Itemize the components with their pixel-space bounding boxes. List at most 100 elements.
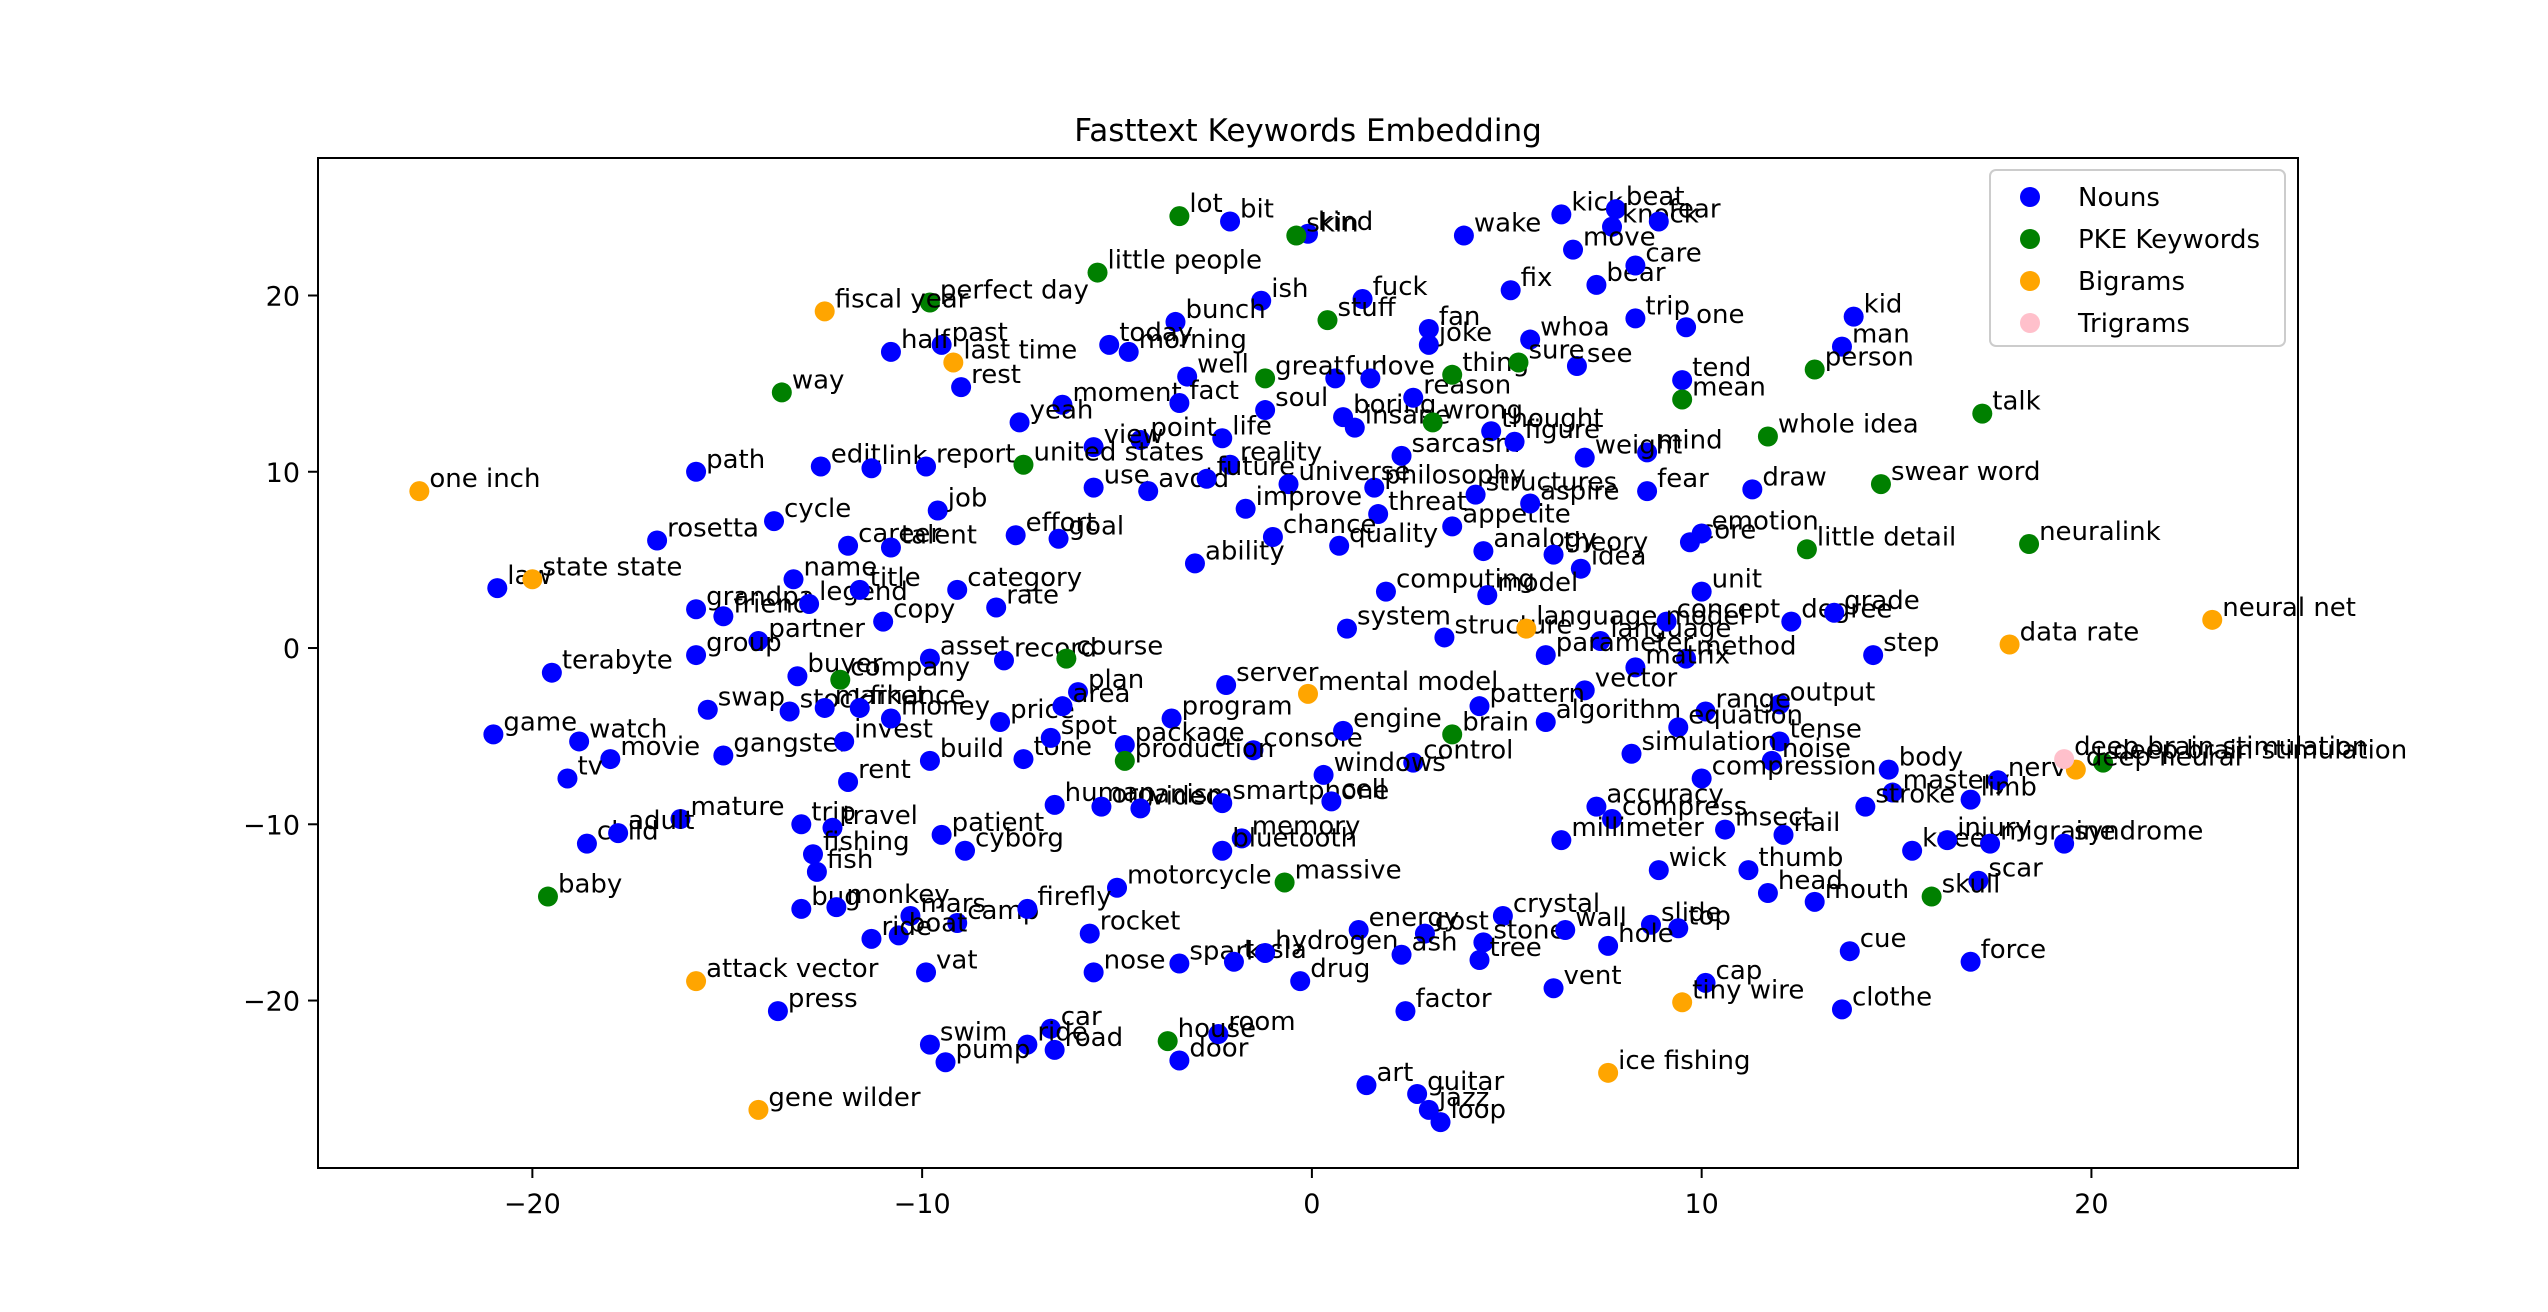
data-point <box>1668 717 1689 738</box>
data-point <box>600 749 621 770</box>
data-point <box>1921 886 1942 907</box>
point-label: movie <box>620 732 700 762</box>
data-point <box>409 481 430 502</box>
data-point <box>1863 645 1884 666</box>
data-point <box>1286 225 1307 246</box>
point-label: press <box>788 984 858 1014</box>
data-point <box>947 579 968 600</box>
point-label: video <box>1150 781 1221 811</box>
data-point <box>787 666 808 687</box>
data-point <box>1333 720 1354 741</box>
data-point <box>931 824 952 845</box>
data-point <box>1598 935 1619 956</box>
point-label: love <box>1380 351 1435 381</box>
data-point <box>1602 808 1623 829</box>
data-point <box>1348 920 1369 941</box>
legend-label: Trigrams <box>2077 309 2190 339</box>
data-point <box>557 768 578 789</box>
data-point <box>1574 447 1595 468</box>
point-label: gene wilder <box>768 1083 920 1113</box>
chart-title: Fasttext Keywords Embedding <box>1074 113 1542 149</box>
x-tick-label: −20 <box>504 1189 561 1220</box>
point-label: cell <box>1341 774 1386 804</box>
data-point <box>1220 211 1241 232</box>
point-label: ash <box>1412 928 1458 958</box>
point-label: output <box>1790 677 1876 707</box>
data-point <box>791 898 812 919</box>
point-label: noise <box>1782 734 1851 764</box>
data-point <box>1368 504 1389 525</box>
data-point <box>1870 474 1891 495</box>
data-point <box>1138 481 1159 502</box>
data-point <box>927 500 948 521</box>
data-point <box>1216 675 1237 696</box>
data-point <box>1044 1039 1065 1060</box>
data-point <box>1831 999 1852 1020</box>
point-label: travel <box>842 801 917 831</box>
point-label: matrix <box>1645 640 1730 670</box>
point-label: aspire <box>1540 476 1619 506</box>
point-label: mental model <box>1318 667 1498 697</box>
point-label: skin <box>1306 209 1358 239</box>
point-label: art <box>1376 1058 1413 1088</box>
point-label: terabyte <box>562 646 673 676</box>
point-label: thumb <box>1758 843 1843 873</box>
data-point <box>1980 833 2001 854</box>
point-label: reason <box>1423 371 1511 401</box>
data-point <box>1013 749 1034 770</box>
point-label: smartphone <box>1232 776 1389 806</box>
data-point <box>1598 1062 1619 1083</box>
data-point <box>1091 796 1112 817</box>
data-point <box>880 537 901 558</box>
data-point <box>1625 657 1646 678</box>
data-point <box>1052 696 1073 717</box>
point-label: cue <box>1860 924 1907 954</box>
point-label: point <box>1150 413 1216 443</box>
data-point <box>1504 431 1525 452</box>
data-point <box>1715 819 1736 840</box>
point-label: tiny wire <box>1692 975 1804 1005</box>
point-label: reality <box>1240 438 1322 468</box>
point-label: head <box>1778 866 1843 896</box>
point-label: memory <box>1252 811 1361 841</box>
y-tick-label: −10 <box>243 810 300 841</box>
data-point <box>1220 454 1241 475</box>
point-label: chance <box>1283 510 1376 540</box>
data-point <box>779 701 800 722</box>
data-point <box>919 750 940 771</box>
point-label: factor <box>1415 984 1491 1014</box>
point-label: degree <box>1801 595 1892 625</box>
data-point <box>1169 206 1190 227</box>
point-label: title <box>870 563 921 593</box>
point-label: body <box>1899 743 1963 773</box>
data-point <box>1637 481 1658 502</box>
point-label: plan <box>1088 665 1144 695</box>
data-point <box>1087 262 1108 283</box>
point-label: category <box>967 563 1082 593</box>
point-label: wrong <box>1443 395 1523 425</box>
point-label: little detail <box>1817 522 1956 552</box>
point-label: computing <box>1396 565 1535 595</box>
point-label: wall <box>1575 903 1627 933</box>
data-point <box>748 1099 769 1120</box>
point-label: bit <box>1240 194 1274 224</box>
data-point <box>764 511 785 532</box>
point-label: nose <box>1104 945 1166 975</box>
data-point <box>1672 992 1693 1013</box>
data-point <box>1212 840 1233 861</box>
data-point <box>1290 971 1311 992</box>
point-label: massive <box>1295 855 1402 885</box>
point-label: guitar <box>1427 1067 1504 1097</box>
point-label: grade <box>1844 586 1920 616</box>
data-point <box>1543 544 1564 565</box>
data-point <box>873 611 894 632</box>
point-label: past <box>952 318 1008 348</box>
data-point <box>1672 389 1693 410</box>
data-point <box>2019 534 2040 555</box>
point-label: server <box>1236 658 1319 688</box>
data-point <box>697 699 718 720</box>
data-point <box>1555 920 1576 941</box>
data-point <box>1563 239 1584 260</box>
point-label: fiscal year <box>835 284 969 314</box>
point-label: house <box>1178 1014 1256 1044</box>
